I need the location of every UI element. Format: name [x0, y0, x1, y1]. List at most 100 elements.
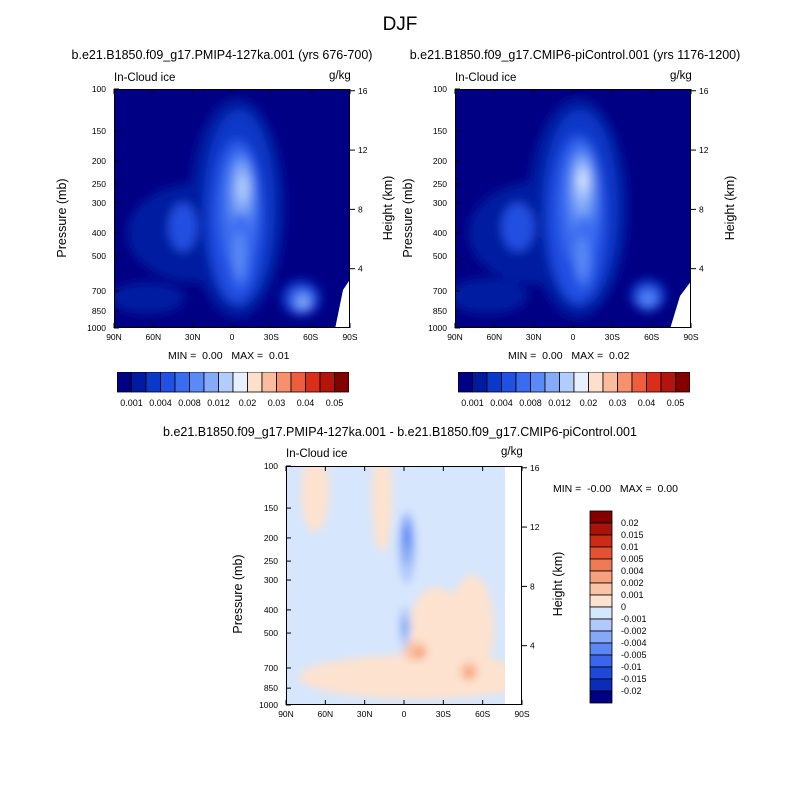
colorbar1-label: 0.004 [149, 398, 172, 408]
panel3-min-label: MIN = [553, 483, 582, 495]
panel3-y-tick-label: 500 [264, 628, 278, 638]
colorbar1-box [319, 372, 335, 393]
panel3-y-tick-label: 250 [264, 556, 278, 566]
colorbar1-box [131, 372, 147, 393]
colorbar3-box [589, 606, 613, 620]
panel2-y-tick-label: 200 [433, 156, 447, 166]
colorbar3-label: -0.005 [621, 650, 647, 660]
panel2-y-tick-label: 150 [433, 126, 447, 136]
panel2-variable-label: In-Cloud ice [455, 72, 517, 84]
panel2-y-tick-label: 850 [433, 306, 447, 316]
panel1-min-value: 0.00 [202, 350, 223, 362]
colorbar1-label: 0.012 [207, 398, 230, 408]
panel2-x-tick-label: 60S [644, 332, 659, 342]
panel3-x-tick-label: 30N [357, 709, 373, 719]
panel1-y2-axis-title: Height (km) [381, 175, 395, 241]
colorbar1-box [117, 372, 132, 393]
colorbar3-box [589, 546, 613, 560]
colorbar3-box [589, 618, 613, 632]
panel2-y-tick-label: 1000 [428, 323, 447, 333]
panel3-y2-tick-label: 8 [530, 581, 535, 591]
colorbar3-label: 0.01 [621, 542, 639, 552]
panel3-y-tick-label: 200 [264, 533, 278, 543]
panel1-y-tick-label: 250 [92, 179, 106, 189]
panel3-x-tick-label: 0 [402, 709, 407, 719]
panel2-units-label: g/kg [670, 70, 692, 82]
panel1-max-label: MAX = [231, 350, 264, 362]
colorbar1-box [276, 372, 292, 393]
colorbar3-label: -0.01 [621, 662, 642, 672]
colorbar1-label: 0.05 [326, 398, 344, 408]
colorbar2-label: 0.03 [609, 398, 627, 408]
colorbar3-label: 0.002 [621, 578, 644, 588]
panel1-title: b.e21.B1850.f09_g17.PMIP4-127ka.001 (yrs… [71, 48, 373, 62]
panel2-y2-tick-label: 16 [699, 86, 709, 96]
panel2-y-tick-label: 400 [433, 228, 447, 238]
colorbar1-box [305, 372, 321, 393]
panel2-y-tick-label: 300 [433, 198, 447, 208]
colorbar3-label: -0.02 [621, 686, 642, 696]
colorbar1-label: 0.008 [178, 398, 201, 408]
colorbar1-box [145, 372, 161, 393]
panel3-y2-axis-title: Height (km) [551, 551, 565, 617]
panel1-y2-tick-label: 16 [358, 86, 368, 96]
panel3-variable-label: In-Cloud ice [286, 448, 348, 460]
panel3-max-value: 0.00 [657, 483, 678, 495]
colorbar3-label: 0.005 [621, 554, 644, 564]
colorbar3-box [589, 534, 613, 548]
panel1-y-tick-label: 400 [92, 228, 106, 238]
colorbar1-box [218, 372, 234, 393]
colorbar2-label: 0.012 [548, 398, 571, 408]
panel1-y-tick-label: 1000 [87, 323, 106, 333]
panel2-y-axis-title: Pressure (mb) [401, 178, 415, 258]
panel2-y2-axis-title: Height (km) [723, 175, 737, 241]
colorbar3-label: -0.004 [621, 638, 647, 648]
panel2-y-tick-label: 250 [433, 179, 447, 189]
panel3-y-tick-label: 700 [264, 663, 278, 673]
colorbar2-label: 0.05 [667, 398, 685, 408]
colorbar1-box [232, 372, 248, 393]
panel2-x-tick-label: 90S [683, 332, 698, 342]
panel3-y2-tick-label: 16 [530, 463, 540, 473]
panel3-y2-tick-label: 12 [530, 522, 540, 532]
panel3-minmax: MIN = -0.00 MAX = 0.00 [553, 483, 678, 495]
colorbar1-label: 0.02 [239, 398, 257, 408]
colorbar1-box [290, 372, 306, 393]
panel1-x-tick-label: 90N [106, 332, 122, 342]
panel2-x-tick-label: 30S [605, 332, 620, 342]
panel3-y-axis-title: Pressure (mb) [231, 554, 245, 634]
panel2-plot-area [455, 89, 691, 328]
colorbar3-box [589, 594, 613, 608]
panel3-colorbar: 0.02 0.015 0.01 0.005 0.004 0.002 0.001 0 -0.001… [589, 510, 647, 704]
panel3-x-tick-label: 30S [436, 709, 451, 719]
colorbar1-label: 0.04 [297, 398, 315, 408]
panel2-title: b.e21.B1850.f09_g17.CMIP6-piControl.001 … [409, 48, 741, 62]
panel1-x-tick-label: 60S [303, 332, 318, 342]
panel1-y-tick-label: 700 [92, 286, 106, 296]
panel2-x-tick-label: 60N [487, 332, 503, 342]
panel2-min-value: 0.00 [542, 350, 563, 362]
colorbar3-label: 0.001 [621, 590, 644, 600]
colorbar1-box [203, 372, 219, 393]
panel3-y2-tick-label: 4 [530, 641, 535, 651]
panel3-y-tick-label: 850 [264, 683, 278, 693]
panel2-contour-field [456, 90, 690, 327]
colorbar3-label: -0.001 [621, 614, 647, 624]
panel2-colorbar: 0.001 0.004 0.008 0.012 0.02 0.03 0.04 0.05 [458, 372, 690, 408]
panel2-y-tick-label: 100 [433, 84, 447, 94]
panel2-y-tick-label: 700 [433, 286, 447, 296]
panel3-units-label: g/kg [501, 446, 523, 458]
panel3-x-tick-label: 90N [278, 709, 294, 719]
panel2-y2-tick-label: 8 [699, 204, 704, 214]
panel3-contour-field [287, 467, 521, 704]
panel3-plot-area [286, 466, 522, 705]
panel1-y-tick-label: 500 [92, 251, 106, 261]
colorbar3-box [589, 582, 613, 596]
colorbar2-box [515, 372, 531, 393]
panel2-y2-tick-label: 4 [699, 264, 704, 274]
panel3-y-tick-label: 300 [264, 575, 278, 585]
panel2-max-value: 0.02 [609, 350, 630, 362]
colorbar2-label: 0.008 [519, 398, 542, 408]
figure-title: DJF [382, 14, 418, 35]
